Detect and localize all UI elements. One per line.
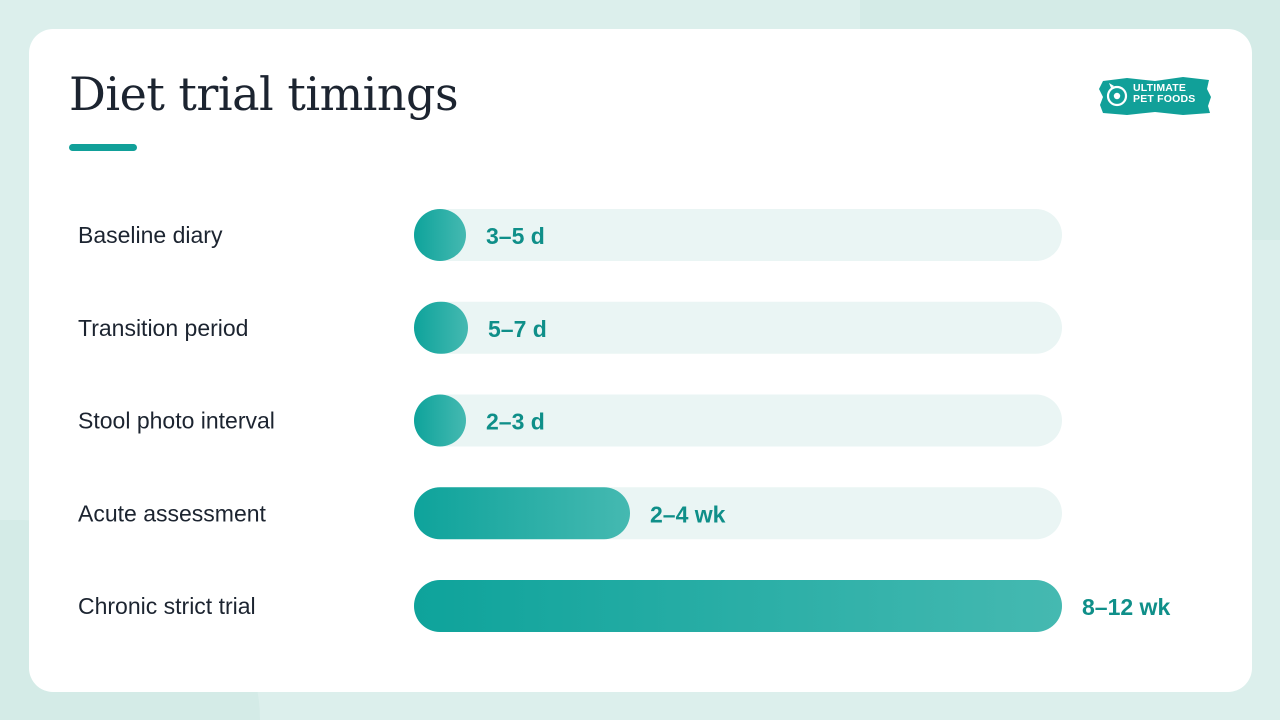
value-label: 2–3 d — [486, 409, 545, 435]
bar — [414, 580, 1062, 632]
category-label: Chronic strict trial — [78, 593, 256, 619]
category-label: Stool photo interval — [78, 408, 275, 434]
category-label: Baseline diary — [78, 222, 223, 248]
category-label: Transition period — [78, 315, 248, 341]
value-label: 8–12 wk — [1082, 594, 1170, 620]
bar — [414, 394, 466, 447]
bar-track — [414, 394, 1062, 447]
bar-track — [414, 209, 1062, 261]
chart-card: Diet trial timings ULTIMATE PET FOODS Ba… — [29, 29, 1252, 692]
value-label: 2–4 wk — [650, 501, 726, 527]
bar-chart: Baseline diary 3–5 d Transition period 5–7 … — [78, 209, 1170, 632]
bar — [414, 487, 630, 540]
category-label: Acute assessment — [78, 500, 267, 526]
bar-track — [414, 301, 1062, 354]
logo-line-1: ULTIMATE — [1133, 82, 1187, 94]
title-underline — [69, 144, 137, 151]
logo-text: ULTIMATE PET FOODS — [1133, 83, 1195, 105]
page-title: Diet trial timings — [69, 67, 459, 121]
bar — [414, 209, 466, 261]
bar — [414, 301, 468, 354]
value-label: 3–5 d — [486, 223, 545, 249]
logo-badge-icon — [1099, 77, 1211, 115]
value-label: 5–7 d — [488, 316, 547, 342]
brand-logo: ULTIMATE PET FOODS — [1097, 75, 1213, 117]
logo-line-2: PET FOODS — [1133, 93, 1196, 105]
